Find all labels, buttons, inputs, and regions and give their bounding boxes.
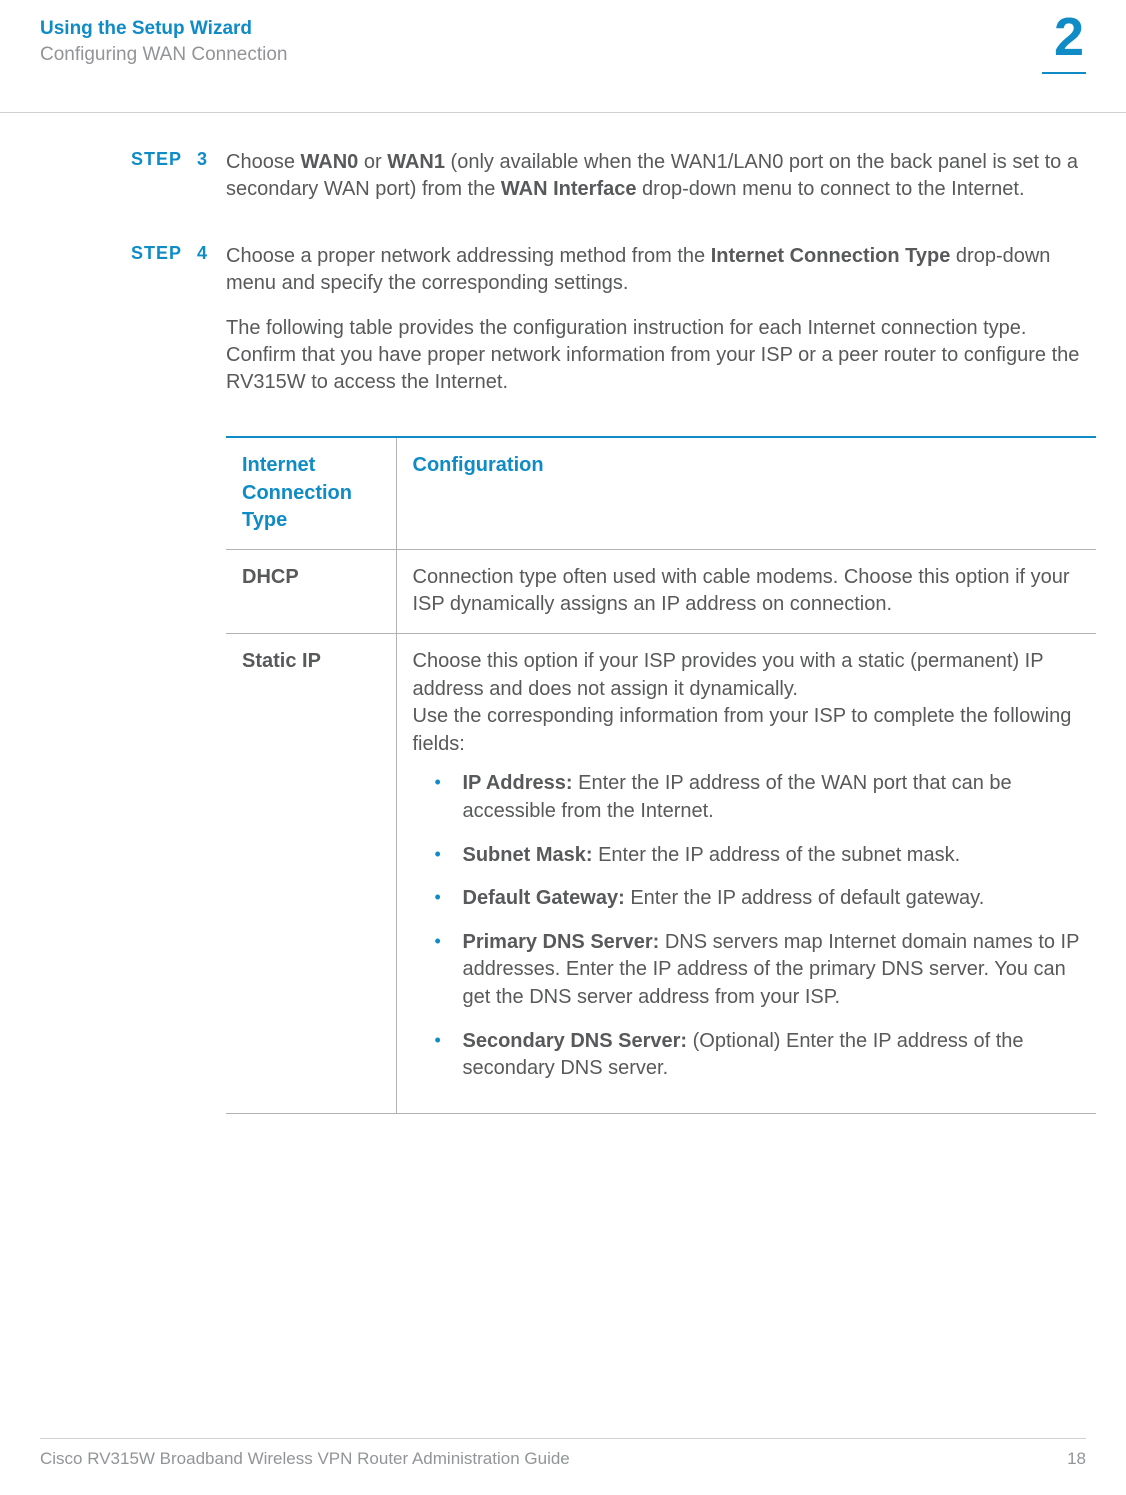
page-header: Using the Setup Wizard Configuring WAN C… xyxy=(0,0,1126,66)
step-paragraph: Choose WAN0 or WAN1 (only available when… xyxy=(226,149,1086,203)
list-item: IP Address: Enter the IP address of the … xyxy=(435,770,1081,825)
table-wrap: Internet Connection Type Configuration D… xyxy=(226,436,1086,1114)
config-table: Internet Connection Type Configuration D… xyxy=(226,436,1096,1114)
table-header-type: Internet Connection Type xyxy=(226,437,396,549)
step-word: STEP xyxy=(131,243,182,263)
list-item: Secondary DNS Server: (Optional) Enter t… xyxy=(435,1028,1081,1083)
bullet-list: IP Address: Enter the IP address of the … xyxy=(435,770,1081,1082)
row-body-staticip: Choose this option if your ISP provides … xyxy=(396,633,1096,1113)
page-content: STEP 3 Choose WAN0 or WAN1 (only availabl… xyxy=(0,113,1126,1114)
step-paragraph: Choose a proper network addressing metho… xyxy=(226,243,1086,297)
header-title: Using the Setup Wizard xyxy=(40,18,1086,40)
step-number: 4 xyxy=(188,243,208,264)
header-subtitle: Configuring WAN Connection xyxy=(40,44,1086,66)
list-item: Subnet Mask: Enter the IP address of the… xyxy=(435,842,1081,870)
row-body-dhcp: Connection type often used with cable mo… xyxy=(396,549,1096,633)
row-label-staticip: Static IP xyxy=(226,633,396,1113)
chapter-number: 2 xyxy=(1054,6,1084,68)
table-header-config: Configuration xyxy=(396,437,1096,549)
bullet-title: Secondary DNS Server: xyxy=(463,1030,688,1052)
page-footer: Cisco RV315W Broadband Wireless VPN Rout… xyxy=(40,1438,1086,1469)
list-item: Primary DNS Server: DNS servers map Inte… xyxy=(435,929,1081,1012)
step-paragraph: The following table provides the configu… xyxy=(226,315,1086,396)
bullet-title: Subnet Mask: xyxy=(463,844,593,866)
step-body: Choose a proper network addressing metho… xyxy=(226,243,1086,414)
step-label: STEP 4 xyxy=(40,243,226,414)
step-number: 3 xyxy=(188,149,208,170)
bullet-text: Enter the IP address of the subnet mask. xyxy=(593,844,961,866)
step-4: STEP 4 Choose a proper network addressing… xyxy=(40,243,1086,414)
step-label: STEP 3 xyxy=(40,149,226,221)
list-item: Default Gateway: Enter the IP address of… xyxy=(435,885,1081,913)
row-label-dhcp: DHCP xyxy=(226,549,396,633)
step-word: STEP xyxy=(131,149,182,169)
footer-rule xyxy=(40,1438,1086,1439)
bullet-title: IP Address: xyxy=(463,772,573,794)
bullet-title: Default Gateway: xyxy=(463,887,625,909)
table-row: Static IP Choose this option if your ISP… xyxy=(226,633,1096,1113)
cell-paragraph: Connection type often used with cable mo… xyxy=(413,564,1081,619)
bullet-title: Primary DNS Server: xyxy=(463,931,660,953)
chapter-underline xyxy=(1042,72,1086,74)
bullet-text: Enter the IP address of default gateway. xyxy=(625,887,984,909)
table-row: DHCP Connection type often used with cab… xyxy=(226,549,1096,633)
footer-title: Cisco RV315W Broadband Wireless VPN Rout… xyxy=(40,1449,570,1469)
step-body: Choose WAN0 or WAN1 (only available when… xyxy=(226,149,1086,221)
step-3: STEP 3 Choose WAN0 or WAN1 (only availabl… xyxy=(40,149,1086,221)
cell-paragraph: Use the corresponding information from y… xyxy=(413,703,1081,758)
cell-paragraph: Choose this option if your ISP provides … xyxy=(413,648,1081,703)
page-number: 18 xyxy=(1067,1449,1086,1469)
